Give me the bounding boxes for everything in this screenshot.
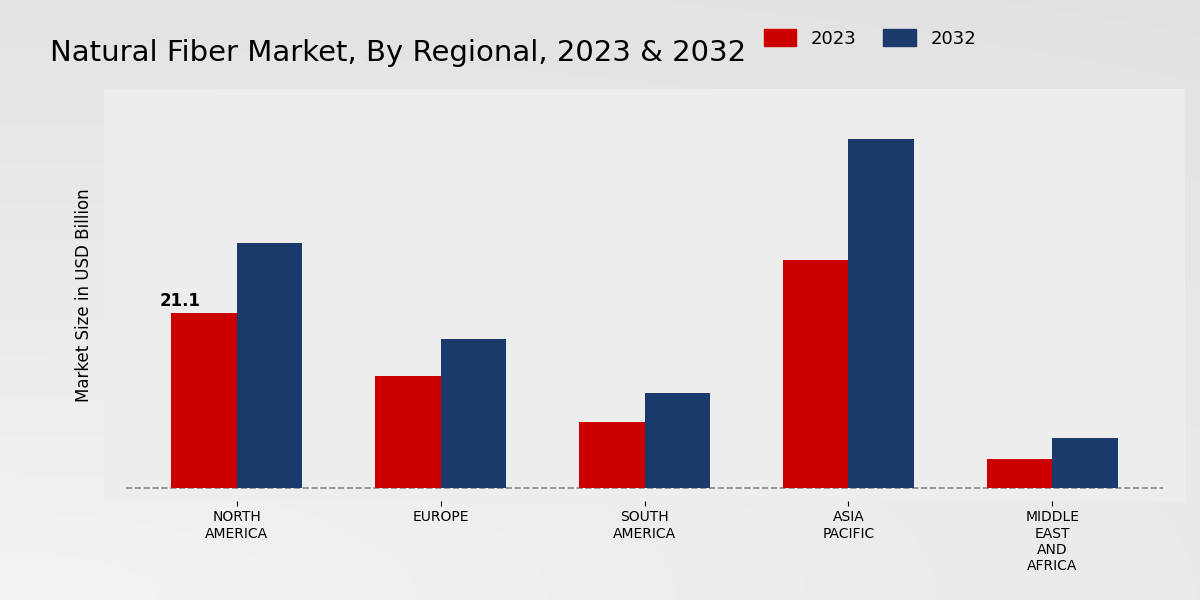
- Text: Natural Fiber Market, By Regional, 2023 & 2032: Natural Fiber Market, By Regional, 2023 …: [50, 40, 746, 67]
- Bar: [1052, 439, 1117, 488]
- Bar: [784, 260, 848, 488]
- Bar: [440, 338, 506, 488]
- Bar: [236, 243, 302, 488]
- Bar: [848, 139, 913, 488]
- Legend: 2023, 2032: 2023, 2032: [758, 24, 982, 53]
- Bar: [580, 422, 644, 488]
- Bar: [376, 376, 440, 488]
- Bar: [988, 459, 1052, 488]
- Text: 21.1: 21.1: [160, 292, 200, 310]
- Bar: [644, 392, 710, 488]
- Y-axis label: Market Size in USD Billion: Market Size in USD Billion: [74, 188, 94, 402]
- Bar: [172, 313, 236, 488]
